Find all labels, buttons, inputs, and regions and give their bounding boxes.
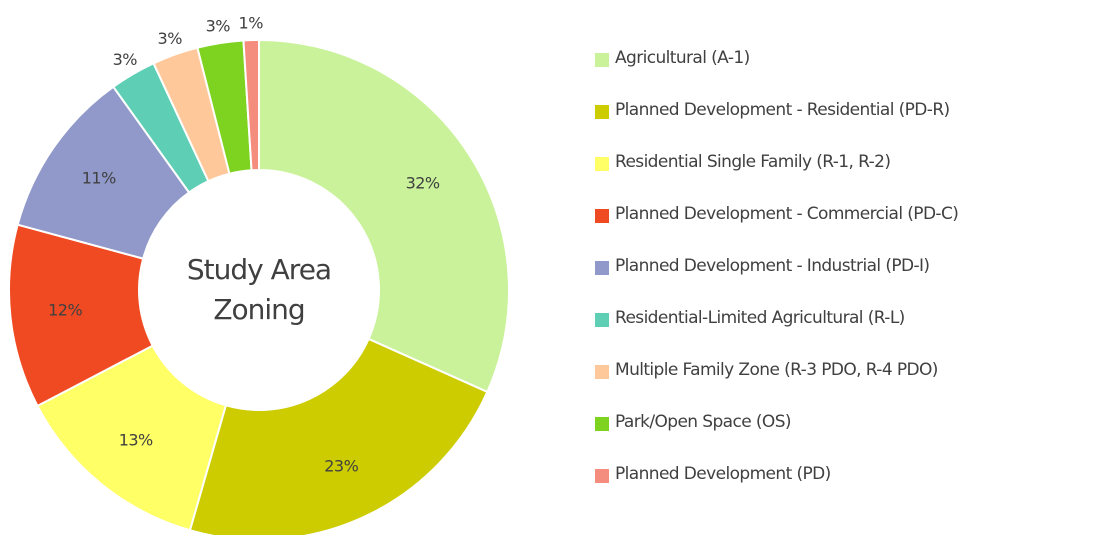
data-label: 23% [324, 456, 358, 475]
data-label: 3% [206, 17, 231, 36]
donut-slice [258, 38, 510, 394]
legend: Agricultural (A-1) Planned Development - … [595, 48, 959, 516]
legend-label: Park/Open Space (OS) [615, 412, 792, 432]
legend-label: Planned Development - Residential (PD-R) [615, 100, 950, 120]
legend-item: Multiple Family Zone (R-3 PDO, R-4 PDO) [595, 360, 958, 412]
data-label: 11% [82, 168, 116, 187]
data-label: 3% [113, 50, 138, 69]
chart: 32% 23% 13% 12% 11% 3% 3% 3% 1% [8, 14, 510, 535]
legend-label: Agricultural (A-1) [615, 48, 750, 68]
legend-item: Planned Development - Residential (PD-R) [595, 100, 958, 152]
legend-swatch [595, 105, 609, 119]
legend-swatch [595, 365, 609, 379]
data-label: 32% [406, 173, 440, 192]
legend-swatch [595, 209, 609, 223]
legend-item: Park/Open Space (OS) [595, 412, 958, 464]
data-label: 1% [239, 14, 264, 33]
legend-swatch [595, 417, 609, 431]
donut-slice [8, 223, 155, 408]
chart-title: Study Area Zoning [186, 253, 332, 326]
donut-slice [242, 38, 260, 172]
legend-label: Planned Development (PD) [615, 464, 831, 484]
legend-item: Agricultural (A-1) [595, 48, 958, 100]
legend-item: Planned Development - Commercial (PD-C) [595, 204, 959, 256]
data-label: 3% [158, 29, 183, 48]
legend-label: Residential Single Family (R-1, R-2) [615, 152, 891, 172]
legend-label: Planned Development - Commercial (PD-C) [615, 204, 959, 224]
donut-slice [188, 337, 489, 535]
legend-swatch [595, 53, 609, 67]
legend-swatch [595, 261, 609, 275]
legend-label: Residential-Limited Agricultural (R-L) [615, 308, 905, 328]
legend-item: Residential Single Family (R-1, R-2) [595, 152, 958, 204]
legend-item: Residential-Limited Agricultural (R-L) [595, 308, 958, 360]
legend-swatch [595, 469, 609, 483]
data-label: 13% [119, 431, 153, 450]
data-label: 12% [48, 301, 82, 320]
legend-item: Planned Development - Industrial (PD-I) [595, 256, 958, 308]
legend-label: Planned Development - Industrial (PD-I) [615, 256, 930, 276]
legend-item: Planned Development (PD) [595, 464, 958, 516]
legend-swatch [595, 313, 609, 327]
donut-slice [36, 344, 228, 532]
legend-swatch [595, 157, 609, 171]
legend-label: Multiple Family Zone (R-3 PDO, R-4 PDO) [615, 360, 938, 380]
